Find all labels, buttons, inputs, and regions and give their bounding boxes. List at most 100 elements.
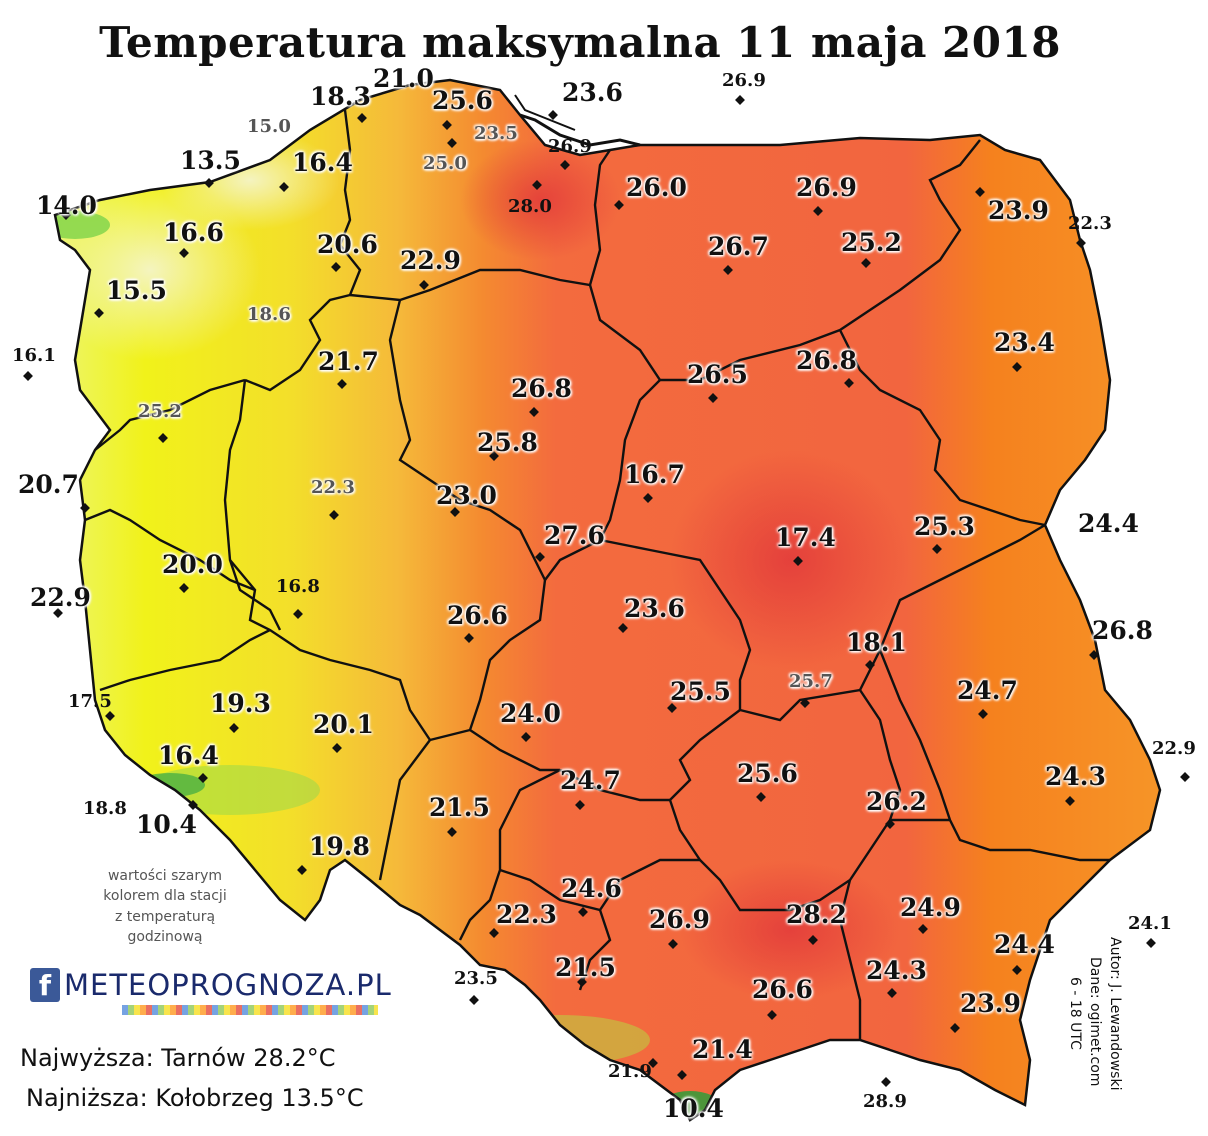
voivodeship-borders	[84, 109, 1110, 1040]
station-marker	[105, 711, 115, 721]
station-temperature-label: 13.5	[180, 146, 241, 175]
station-marker	[708, 393, 718, 403]
station-temperature-label: 23.0	[436, 481, 497, 510]
station-marker	[723, 265, 733, 275]
station-marker	[464, 633, 474, 643]
station-temperature-label: 24.0	[500, 699, 561, 728]
station-marker	[450, 507, 460, 517]
station-temperature-label: 15.0	[247, 116, 291, 137]
station-marker	[337, 379, 347, 389]
station-marker	[643, 493, 653, 503]
station-temperature-label: 19.3	[210, 689, 271, 718]
station-temperature-label: 24.4	[994, 930, 1055, 959]
author-credit: Autor: J. Lewandowski	[1107, 937, 1123, 1091]
station-marker	[204, 178, 214, 188]
station-marker	[447, 138, 457, 148]
station-marker	[881, 1077, 891, 1087]
station-temperature-label: 24.7	[957, 676, 1018, 705]
station-marker	[808, 935, 818, 945]
station-temperature-label: 16.4	[158, 741, 219, 770]
station-temperature-label: 16.1	[12, 345, 56, 366]
station-temperature-label: 20.7	[18, 470, 79, 499]
station-temperature-label: 27.6	[544, 521, 605, 550]
station-marker	[560, 160, 570, 170]
station-temperature-label: 18.3	[310, 82, 371, 111]
station-marker	[1065, 796, 1075, 806]
station-marker	[332, 743, 342, 753]
station-marker	[158, 433, 168, 443]
station-marker	[469, 995, 479, 1005]
station-marker	[844, 378, 854, 388]
station-temperature-label: 25.7	[789, 671, 833, 692]
station-marker	[668, 939, 678, 949]
highest-temperature: Najwyższa: Tarnów 28.2°C	[20, 1044, 336, 1072]
station-temperature-label: 25.2	[138, 401, 182, 422]
lowest-temperature: Najniższa: Kołobrzeg 13.5°C	[26, 1084, 364, 1112]
station-marker	[331, 262, 341, 272]
station-temperature-label: 26.9	[796, 173, 857, 202]
station-marker	[447, 827, 457, 837]
station-temperature-label: 28.0	[508, 196, 552, 217]
station-temperature-label: 16.4	[292, 148, 353, 177]
station-marker	[667, 703, 677, 713]
station-temperature-label: 22.9	[30, 583, 91, 612]
station-temperature-label: 10.4	[663, 1094, 724, 1123]
station-temperature-label: 25.6	[432, 86, 493, 115]
station-marker	[614, 200, 624, 210]
station-temperature-label: 26.2	[866, 787, 927, 816]
station-temperature-label: 26.9	[722, 70, 766, 91]
station-marker	[279, 182, 289, 192]
station-temperature-label: 26.6	[447, 601, 508, 630]
station-marker	[885, 819, 895, 829]
station-temperature-label: 26.8	[1092, 616, 1153, 645]
gray-values-note: wartości szarym kolorem dla stacji z tem…	[103, 868, 227, 945]
station-marker	[575, 800, 585, 810]
time-range-credit: 6 - 18 UTC	[1067, 977, 1083, 1050]
station-marker	[577, 977, 587, 987]
station-temperature-label: 21.4	[692, 1035, 753, 1064]
station-temperature-label: 22.9	[400, 246, 461, 275]
station-marker	[756, 792, 766, 802]
station-marker	[800, 698, 810, 708]
station-temperature-label: 28.2	[786, 900, 847, 929]
station-marker	[932, 544, 942, 554]
station-temperature-label: 20.0	[162, 550, 223, 579]
station-temperature-label: 25.5	[670, 677, 731, 706]
station-temperature-label: 26.8	[511, 374, 572, 403]
station-marker	[950, 1023, 960, 1033]
station-temperature-label: 10.4	[136, 810, 197, 839]
station-temperature-label: 25.6	[737, 759, 798, 788]
station-temperature-label: 23.9	[960, 989, 1021, 1018]
station-marker	[1146, 938, 1156, 948]
station-marker	[767, 1010, 777, 1020]
station-marker	[532, 180, 542, 190]
station-temperature-label: 24.4	[1078, 509, 1139, 538]
station-temperature-label: 23.6	[624, 594, 685, 623]
station-temperature-label: 19.8	[309, 832, 370, 861]
station-marker	[198, 773, 208, 783]
station-temperature-label: 26.5	[687, 360, 748, 389]
station-temperature-label: 26.8	[796, 346, 857, 375]
station-temperature-label: 20.6	[317, 230, 378, 259]
station-marker	[793, 556, 803, 566]
station-temperature-label: 23.4	[994, 328, 1055, 357]
meteoprognoza-logo: f METEOPROGNOZA.PL	[30, 968, 392, 1002]
station-marker	[297, 865, 307, 875]
station-temperature-label: 24.3	[866, 956, 927, 985]
station-temperature-label: 23.9	[988, 196, 1049, 225]
logo-text: METEOPROGNOZA.PL	[64, 968, 392, 1002]
station-temperature-label: 26.9	[548, 136, 592, 157]
station-marker	[861, 258, 871, 268]
station-marker	[1012, 965, 1022, 975]
station-temperature-label: 25.8	[477, 428, 538, 457]
station-marker	[648, 1058, 658, 1068]
station-temperature-label: 17.5	[68, 691, 112, 712]
station-temperature-label: 15.5	[106, 276, 167, 305]
station-marker	[229, 723, 239, 733]
station-marker	[978, 709, 988, 719]
station-marker	[578, 907, 588, 917]
credits: Autor: J. Lewandowski Dane: ogimet.com 6…	[1045, 937, 1135, 1117]
station-marker	[53, 608, 63, 618]
station-temperature-label: 21.5	[429, 793, 490, 822]
